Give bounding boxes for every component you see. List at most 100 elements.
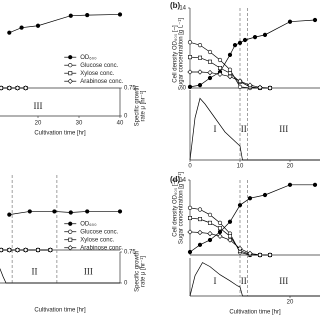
marker [267, 252, 273, 258]
marker [7, 212, 12, 217]
marker [197, 242, 203, 247]
marker [312, 182, 318, 187]
marker [7, 30, 12, 35]
marker [207, 69, 213, 76]
x-axis-label: Cultivation time [hr] [229, 310, 281, 316]
marker [187, 69, 193, 75]
y2-axis-label: Specific growth [135, 86, 141, 127]
marker [312, 17, 318, 23]
marker [207, 212, 213, 217]
phase-label: II [241, 276, 247, 286]
marker [47, 247, 53, 253]
y-tick-label: 14 [179, 178, 186, 184]
marker [207, 230, 213, 237]
marker [237, 84, 243, 89]
marker [198, 217, 203, 222]
marker [35, 23, 41, 28]
marker [23, 247, 29, 253]
marker [287, 182, 293, 187]
legend-marker [68, 63, 73, 68]
marker [287, 19, 293, 24]
marker [217, 71, 223, 77]
marker [23, 85, 29, 91]
marker [218, 226, 223, 231]
marker [187, 229, 193, 235]
legend-marker [68, 229, 73, 234]
marker [197, 83, 203, 88]
phase-label: I [214, 276, 217, 286]
marker [14, 85, 21, 91]
marker [85, 12, 90, 18]
legend-marker [67, 245, 73, 251]
marker [6, 85, 12, 91]
y2-tick-label: 0 [124, 281, 128, 287]
marker [227, 73, 233, 80]
series-line [9, 14, 121, 34]
marker [198, 55, 203, 60]
x-tick-label: 0 [188, 164, 192, 170]
legend-label: OD₆₀₀ [80, 55, 97, 61]
legend-label: Xylose conc. [80, 237, 114, 243]
series-line [189, 262, 320, 297]
marker [35, 247, 41, 253]
marker [0, 247, 4, 253]
marker [262, 192, 268, 198]
x-tick-label: 20 [35, 121, 42, 127]
x-axis-label: Cultivation time [hr] [34, 131, 86, 137]
marker [207, 49, 213, 55]
marker [208, 220, 213, 225]
marker [187, 205, 193, 210]
marker [68, 13, 73, 18]
marker [117, 209, 123, 214]
marker [237, 40, 243, 45]
marker [247, 82, 253, 88]
legend-marker [68, 237, 73, 242]
legend-label: Arabinose conc. [80, 79, 123, 85]
phase-label: I [214, 124, 217, 134]
marker [197, 229, 203, 236]
series-line [9, 211, 120, 215]
y2-tick-label: 0.75 [124, 250, 136, 256]
marker [247, 196, 253, 201]
legend-marker [68, 71, 73, 76]
marker [197, 43, 203, 48]
y-tick-label: 14 [179, 6, 186, 12]
marker [207, 75, 213, 81]
marker [187, 84, 193, 89]
marker [217, 233, 223, 239]
marker [19, 25, 24, 30]
phase-label: III [84, 267, 93, 277]
marker [207, 237, 213, 243]
marker [218, 66, 223, 71]
marker [227, 237, 233, 243]
y-tick-label: 0 [183, 86, 187, 92]
x-tick-label: 30 [76, 121, 83, 127]
y2-tick-label: 0.75 [124, 86, 136, 92]
marker [227, 219, 233, 224]
y2-axis-label: Specific growth [135, 251, 141, 292]
marker [267, 85, 273, 91]
phase-label: III [279, 276, 288, 286]
x-tick-label: 20 [287, 164, 294, 170]
marker [237, 245, 243, 252]
y2-tick-label: 0 [124, 114, 128, 120]
marker [85, 209, 90, 214]
marker [217, 229, 223, 235]
marker [257, 84, 263, 91]
panel-label: (b) [170, 1, 181, 10]
x-tick-label: 20 [287, 300, 294, 306]
marker [68, 210, 73, 215]
marker [257, 252, 263, 258]
marker [237, 203, 243, 208]
marker [188, 216, 193, 221]
panel-label: (d) [170, 175, 181, 184]
marker [52, 209, 57, 214]
marker [187, 249, 193, 255]
marker [237, 78, 243, 84]
marker [242, 37, 248, 43]
marker [197, 207, 203, 212]
marker [27, 209, 32, 214]
legend-label: Xylose conc. [80, 71, 114, 77]
